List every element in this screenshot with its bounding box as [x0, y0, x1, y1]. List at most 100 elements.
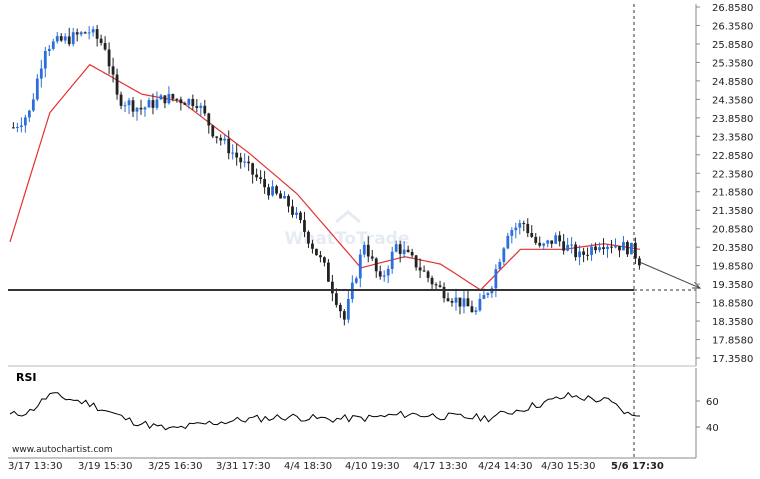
time-tick-label: 4/4 18:30: [284, 461, 332, 472]
candle-body: [518, 223, 522, 228]
candle-body: [127, 100, 131, 106]
candle-body: [179, 99, 183, 104]
candle-body: [574, 244, 578, 258]
candle: [91, 26, 95, 37]
candle-body: [107, 49, 111, 67]
candle: [279, 190, 282, 199]
candle-body: [287, 195, 290, 207]
price-tick-label: 26.3580: [712, 21, 753, 32]
candle-body: [307, 231, 310, 244]
price-axis: 26.8580 26.3580 25.8580 25.3580 24.8580 24.35…: [695, 3, 753, 366]
candle-body: [315, 248, 318, 256]
candle-body: [99, 38, 103, 44]
candle-body: [358, 254, 362, 279]
candle: [27, 109, 31, 123]
candle-body: [546, 240, 550, 244]
candle: [87, 26, 91, 40]
candle-body: [311, 243, 314, 249]
price-tick-label: 23.3580: [712, 132, 753, 143]
candle-body: [334, 293, 338, 305]
candle-body: [522, 223, 526, 225]
candle: [530, 225, 534, 238]
candle: [175, 98, 179, 103]
candle: [143, 106, 147, 117]
candle: [354, 276, 358, 284]
price-panel: WhatToTrade 26.8580 26.3580 25.8580 25.3580…: [8, 3, 753, 458]
price-tick-label: 21.3580: [712, 206, 753, 217]
rsi-axis: 60 40: [695, 368, 719, 458]
candle-body: [31, 99, 35, 111]
time-tick-label: 5/6 17:30: [611, 461, 664, 472]
candle: [183, 101, 187, 105]
moving-average: [9, 63, 641, 291]
candle-body: [542, 243, 546, 246]
candle-body: [442, 286, 446, 299]
candle-body: [239, 157, 243, 163]
price-tick-label: 20.8580: [712, 225, 753, 236]
candle: [231, 144, 235, 160]
candle-body: [63, 36, 67, 41]
candle-body: [370, 256, 374, 259]
candle: [470, 300, 474, 313]
candle-body: [414, 255, 418, 268]
candle-body: [223, 138, 227, 141]
candle-body: [366, 244, 370, 257]
time-tick-label: 3/25 16:30: [148, 461, 202, 472]
website-label: www.autochartist.com: [12, 445, 113, 455]
candle-body: [458, 297, 462, 307]
price-tick-label: 19.8580: [712, 262, 753, 273]
candle-body: [27, 110, 31, 118]
candle-body: [482, 294, 486, 299]
candle-body: [398, 244, 402, 254]
candle: [99, 34, 103, 46]
candle: [12, 122, 15, 129]
candle-body: [231, 152, 235, 154]
candle: [458, 297, 462, 315]
candle: [195, 99, 199, 113]
candle-body: [406, 249, 410, 252]
candle: [139, 99, 143, 115]
candle: [438, 280, 442, 288]
candle: [462, 290, 466, 314]
candle-body: [303, 220, 306, 232]
candle: [526, 218, 530, 238]
candle-body: [506, 235, 510, 249]
candle-body: [247, 161, 251, 164]
candle-body: [151, 100, 155, 108]
candle: [203, 99, 207, 116]
candle-body: [438, 285, 442, 287]
projection-line: [639, 261, 701, 289]
candle: [23, 114, 27, 133]
candle: [506, 232, 510, 250]
candle-body: [79, 32, 83, 35]
candle: [319, 250, 322, 263]
candle-body: [183, 103, 187, 105]
candle-body: [390, 251, 394, 269]
candle-body: [175, 98, 179, 100]
candle-body: [566, 244, 570, 251]
candle-body: [538, 242, 542, 246]
candle-body: [362, 244, 366, 255]
candle: [71, 27, 75, 47]
time-tick-label: 4/24 14:30: [478, 461, 532, 472]
price-tick-label: 21.8580: [712, 188, 753, 199]
rsi-line: [9, 391, 641, 431]
candle: [119, 91, 123, 110]
candle: [614, 238, 617, 249]
price-tick-label: 19.3580: [712, 280, 753, 291]
candle-body: [163, 95, 167, 104]
candle-body: [526, 223, 530, 234]
candle-body: [378, 271, 382, 277]
candle-body: [191, 98, 195, 107]
candle-body: [115, 74, 119, 95]
price-tick-label: 25.3580: [712, 58, 753, 69]
candle: [151, 93, 155, 115]
candle-body: [95, 29, 99, 39]
candle: [67, 27, 71, 47]
candle-body: [634, 242, 637, 259]
candle: [554, 232, 558, 245]
time-tick-label: 3/31 17:30: [216, 461, 270, 472]
candle-body: [139, 107, 143, 110]
candle: [522, 220, 526, 232]
candle-body: [554, 235, 558, 244]
